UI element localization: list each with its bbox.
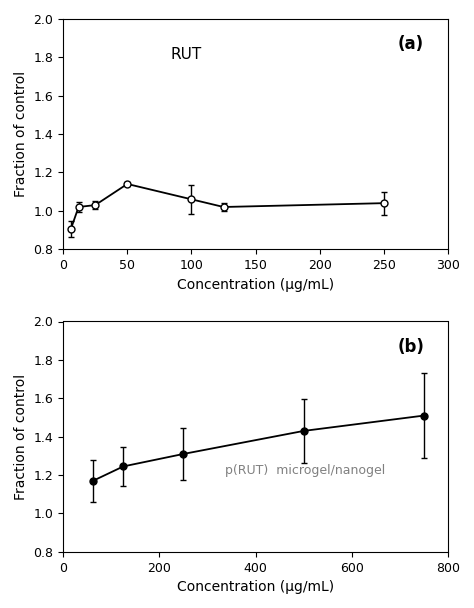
- Text: (b): (b): [398, 337, 425, 356]
- X-axis label: Concentration (μg/mL): Concentration (μg/mL): [177, 580, 334, 594]
- Text: (a): (a): [398, 35, 424, 53]
- Text: RUT: RUT: [171, 47, 202, 61]
- Text: p(RUT)  microgel/nanogel: p(RUT) microgel/nanogel: [225, 465, 385, 477]
- Y-axis label: Fraction of control: Fraction of control: [14, 71, 28, 197]
- Y-axis label: Fraction of control: Fraction of control: [14, 373, 28, 500]
- X-axis label: Concentration (μg/mL): Concentration (μg/mL): [177, 277, 334, 291]
